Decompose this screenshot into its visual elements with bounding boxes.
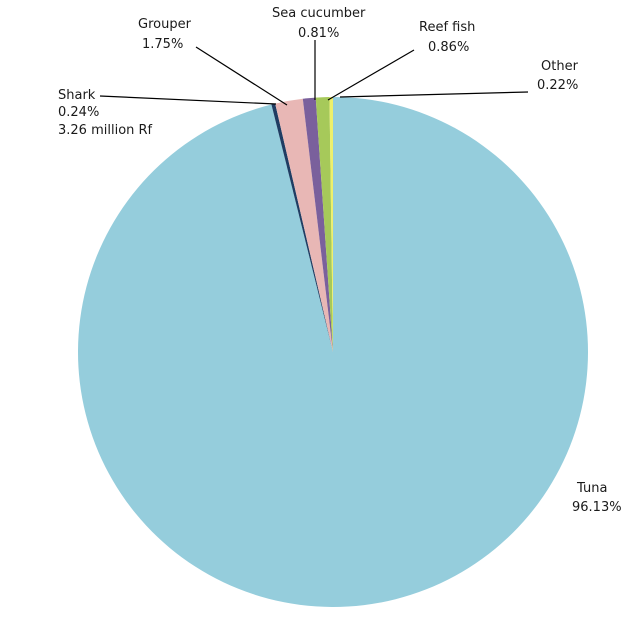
label-name-grouper: Grouper xyxy=(138,17,192,32)
label-name-reef-fish: Reef fish xyxy=(419,20,475,35)
label-value-tuna: 96.13% xyxy=(572,500,622,515)
label-name-tuna: Tuna xyxy=(576,481,607,496)
label-value-grouper: 1.75% xyxy=(142,37,183,52)
label-value-reef-fish: 0.86% xyxy=(428,40,469,55)
leader-line-grouper xyxy=(195,46,288,106)
slice-labels: Shark 0.24% 3.26 million Rf Grouper 1.75… xyxy=(58,6,622,515)
pie-slice-reef-fish xyxy=(315,97,333,353)
label-value-sea-cucumber: 0.81% xyxy=(298,26,339,41)
pie-slices xyxy=(78,96,589,607)
leader-line-shark xyxy=(99,95,277,105)
pie-slice-sea-cucumber xyxy=(302,97,333,352)
leader-lines xyxy=(99,40,529,106)
label-name-sea-cucumber: Sea cucumber xyxy=(272,6,366,21)
pie-slice-grouper xyxy=(275,98,333,352)
pie-slice-other xyxy=(329,96,333,352)
label-name-other: Other xyxy=(541,59,579,74)
label-value-other: 0.22% xyxy=(537,78,578,93)
leader-line-reef-fish xyxy=(327,49,415,101)
label-value-shark: 0.24% xyxy=(58,105,99,120)
leader-line-other xyxy=(339,91,529,98)
pie-slice-shark xyxy=(271,103,333,352)
label-extra-shark: 3.26 million Rf xyxy=(58,123,153,138)
label-name-shark: Shark xyxy=(58,88,96,103)
pie-slice-tuna xyxy=(78,97,589,607)
